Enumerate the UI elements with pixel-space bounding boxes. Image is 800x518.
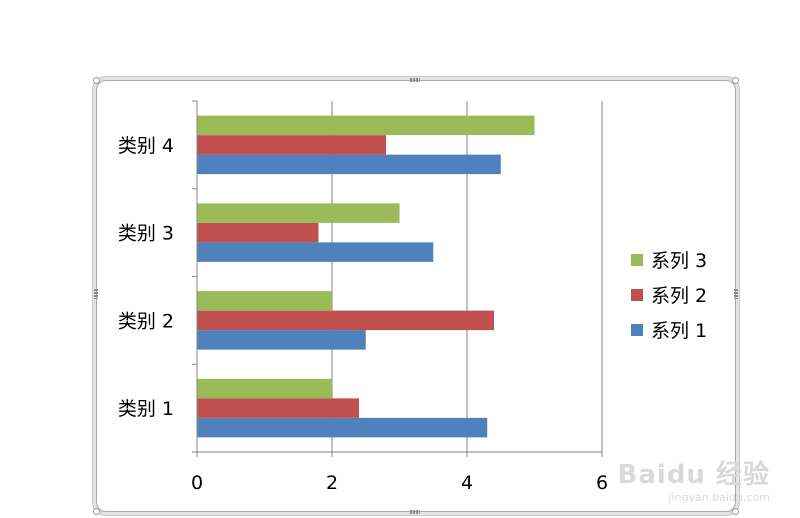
category-label: 类别 2 <box>118 310 174 332</box>
bar-series-2-category-1 <box>197 398 359 418</box>
resize-handle-right[interactable] <box>734 289 738 299</box>
resize-handle-top-right[interactable] <box>732 77 739 84</box>
x-tick-label: 0 <box>191 472 203 494</box>
category-label: 类别 1 <box>118 398 174 420</box>
watermark-brand: Baidu 经验 <box>617 460 770 490</box>
x-tick-label: 4 <box>461 472 473 494</box>
resize-handle-top[interactable] <box>410 78 420 82</box>
watermark: Baidu 经验 jingyan.baidu.com <box>618 454 770 504</box>
bar-series-1-category-2 <box>197 330 366 350</box>
resize-handle-top-left[interactable] <box>93 77 100 84</box>
legend-label: 系列 2 <box>651 285 707 307</box>
bar-series-2-category-3 <box>197 222 319 243</box>
bar-series-1-category-4 <box>197 154 501 175</box>
bar-series-1-category-1 <box>197 417 488 438</box>
bar-series-3-category-1 <box>197 378 332 399</box>
watermark-url: jingyan.baidu.com <box>668 491 770 504</box>
legend-swatch <box>631 254 643 266</box>
legend-label: 系列 3 <box>651 250 707 272</box>
bar-series-2-category-2 <box>197 310 494 331</box>
legend-swatch <box>631 324 643 336</box>
category-label: 类别 3 <box>118 223 174 245</box>
bar-series-3-category-4 <box>197 115 535 136</box>
legend-label: 系列 1 <box>651 320 707 342</box>
resize-handle-left[interactable] <box>94 289 98 299</box>
category-label: 类别 4 <box>118 135 174 157</box>
legend-swatch <box>631 289 643 301</box>
bar-series-1-category-3 <box>197 242 434 262</box>
bar-series-3-category-3 <box>197 203 400 223</box>
bar-series-3-category-2 <box>197 291 332 311</box>
x-tick-label: 6 <box>596 472 608 494</box>
resize-handle-bottom-right[interactable] <box>732 508 739 515</box>
resize-handle-bottom-left[interactable] <box>93 508 100 515</box>
x-tick-label: 2 <box>326 472 338 494</box>
resize-handle-bottom[interactable] <box>410 510 420 514</box>
bar-series-2-category-4 <box>197 135 386 155</box>
